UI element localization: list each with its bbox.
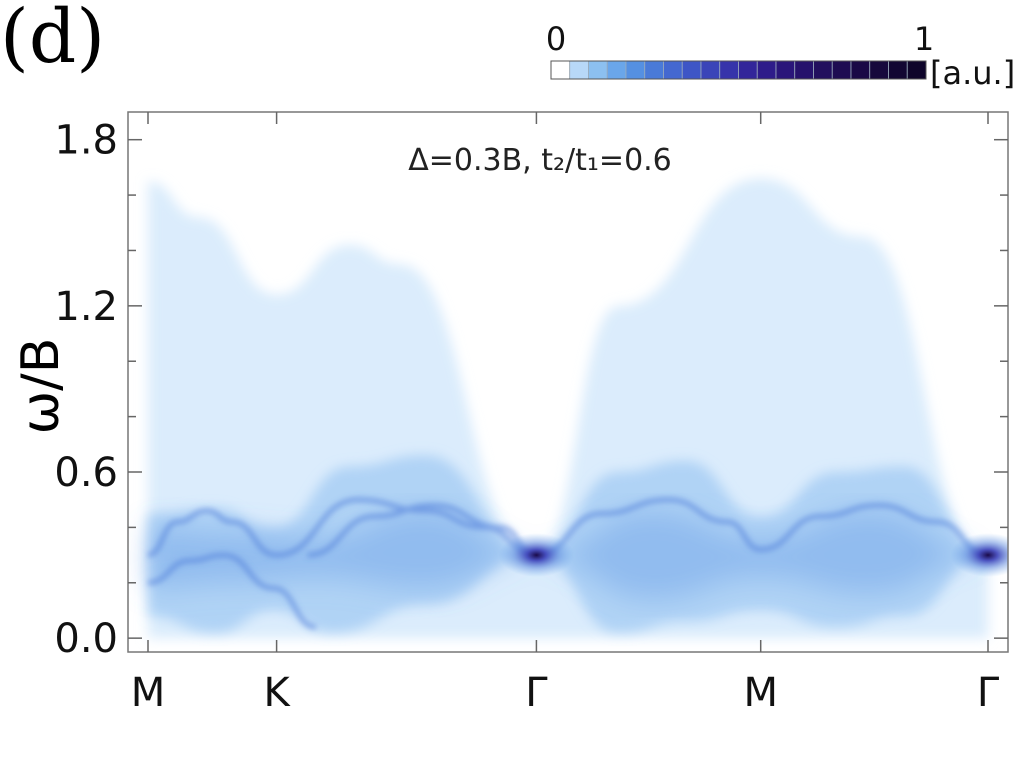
colorbar-swatch xyxy=(813,60,833,80)
colorbar xyxy=(550,60,927,80)
colorbar-swatch xyxy=(700,60,721,80)
parameter-annotation: Δ=0.3B, t₂/t₁=0.6 xyxy=(408,143,672,178)
panel-label: (d) xyxy=(0,0,106,80)
plot-frame xyxy=(127,111,1009,653)
colorbar-swatch xyxy=(644,60,664,80)
colorbar-swatch xyxy=(663,60,683,80)
colorbar-swatch xyxy=(681,60,702,80)
x-tick-label: K xyxy=(263,670,291,716)
band-arcs xyxy=(147,497,989,630)
colorbar-max-label: 1 xyxy=(914,20,934,58)
colorbar-swatch xyxy=(756,60,777,80)
x-tick-label: Γ xyxy=(525,670,548,716)
colorbar-swatch xyxy=(906,60,927,80)
colorbar-border xyxy=(550,60,927,80)
colorbar-swatch xyxy=(831,60,852,80)
colorbar-swatch xyxy=(775,60,796,80)
colorbar-swatch xyxy=(888,60,908,80)
y-tick-label: 0.6 xyxy=(54,450,118,496)
colorbar-swatch xyxy=(606,60,627,80)
colorbar-swatch xyxy=(869,60,889,80)
y-tick-label: 1.2 xyxy=(54,284,118,330)
y-tick-label: 0.0 xyxy=(54,616,118,662)
y-axis-ticks: 0.0 0.6 1.2 1.8 xyxy=(54,118,1008,662)
x-tick-label: M xyxy=(131,670,166,716)
y-axis-label: ω/B xyxy=(11,338,71,435)
x-tick-label: Γ xyxy=(977,670,1000,716)
colorbar-min-label: 0 xyxy=(546,20,566,58)
intensity-maxima xyxy=(498,533,1008,578)
intensity-maximum-0 xyxy=(498,533,575,578)
colorbar-swatch xyxy=(719,60,739,80)
colorbar-swatch xyxy=(550,60,571,80)
colorbar-swatch xyxy=(588,60,608,80)
y-tick-label: 1.8 xyxy=(54,118,118,164)
intensity-maximum-1 xyxy=(950,533,1008,578)
colorbar-unit: [a.u.] xyxy=(930,54,1015,92)
colorbar-swatch xyxy=(794,60,814,80)
colorbar-swatch xyxy=(738,60,758,80)
plot-area xyxy=(147,178,1008,639)
colorbar-swatch xyxy=(569,60,589,80)
colorbar-swatch xyxy=(625,60,646,80)
x-tick-label: M xyxy=(743,670,778,716)
colorbar-swatch xyxy=(850,60,871,80)
